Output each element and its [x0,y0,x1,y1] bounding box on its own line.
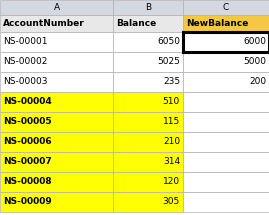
Bar [113,172,183,192]
Text: NS-00003: NS-00003 [3,77,48,86]
Text: NS-00004: NS-00004 [3,97,52,106]
Bar [183,172,269,192]
Text: 235: 235 [163,77,180,86]
Text: B: B [145,3,151,12]
Bar [113,0,183,15]
Bar [0,32,113,52]
Bar [183,112,269,132]
Bar [113,32,183,52]
Bar [183,15,269,32]
Text: NS-00005: NS-00005 [3,118,52,126]
Bar [183,0,269,15]
Text: NewBalance: NewBalance [186,19,248,28]
Text: AccountNumber: AccountNumber [3,19,85,28]
Bar [183,132,269,152]
Text: 5000: 5000 [243,57,266,66]
Text: 305: 305 [163,198,180,206]
Text: 314: 314 [163,158,180,166]
Bar [0,192,113,212]
Text: 210: 210 [163,138,180,146]
Bar [183,152,269,172]
Text: NS-00002: NS-00002 [3,57,47,66]
Text: 6000: 6000 [243,37,266,46]
Bar [0,112,113,132]
Text: 6050: 6050 [157,37,180,46]
Bar [183,192,269,212]
Bar [0,172,113,192]
Bar [0,52,113,72]
Text: A: A [54,3,59,12]
Text: NS-00001: NS-00001 [3,37,48,46]
Text: NS-00009: NS-00009 [3,198,52,206]
Text: Balance: Balance [116,19,156,28]
Bar [0,72,113,92]
Bar [113,72,183,92]
Bar [183,92,269,112]
Bar [183,32,269,52]
Text: 510: 510 [163,97,180,106]
Bar [183,52,269,72]
Text: 200: 200 [249,77,266,86]
Bar [113,112,183,132]
Bar [113,132,183,152]
Text: C: C [223,3,229,12]
Bar [0,132,113,152]
Text: 5025: 5025 [157,57,180,66]
Bar [113,15,183,32]
Bar [113,92,183,112]
Bar [113,192,183,212]
Text: 120: 120 [163,178,180,186]
Bar [0,152,113,172]
Bar [113,52,183,72]
Text: NS-00008: NS-00008 [3,178,52,186]
Bar [113,152,183,172]
Bar [183,72,269,92]
Bar [0,92,113,112]
Bar [0,15,113,32]
Bar [0,0,113,15]
Text: NS-00006: NS-00006 [3,138,52,146]
Bar [183,32,269,52]
Text: 115: 115 [163,118,180,126]
Text: NS-00007: NS-00007 [3,158,52,166]
